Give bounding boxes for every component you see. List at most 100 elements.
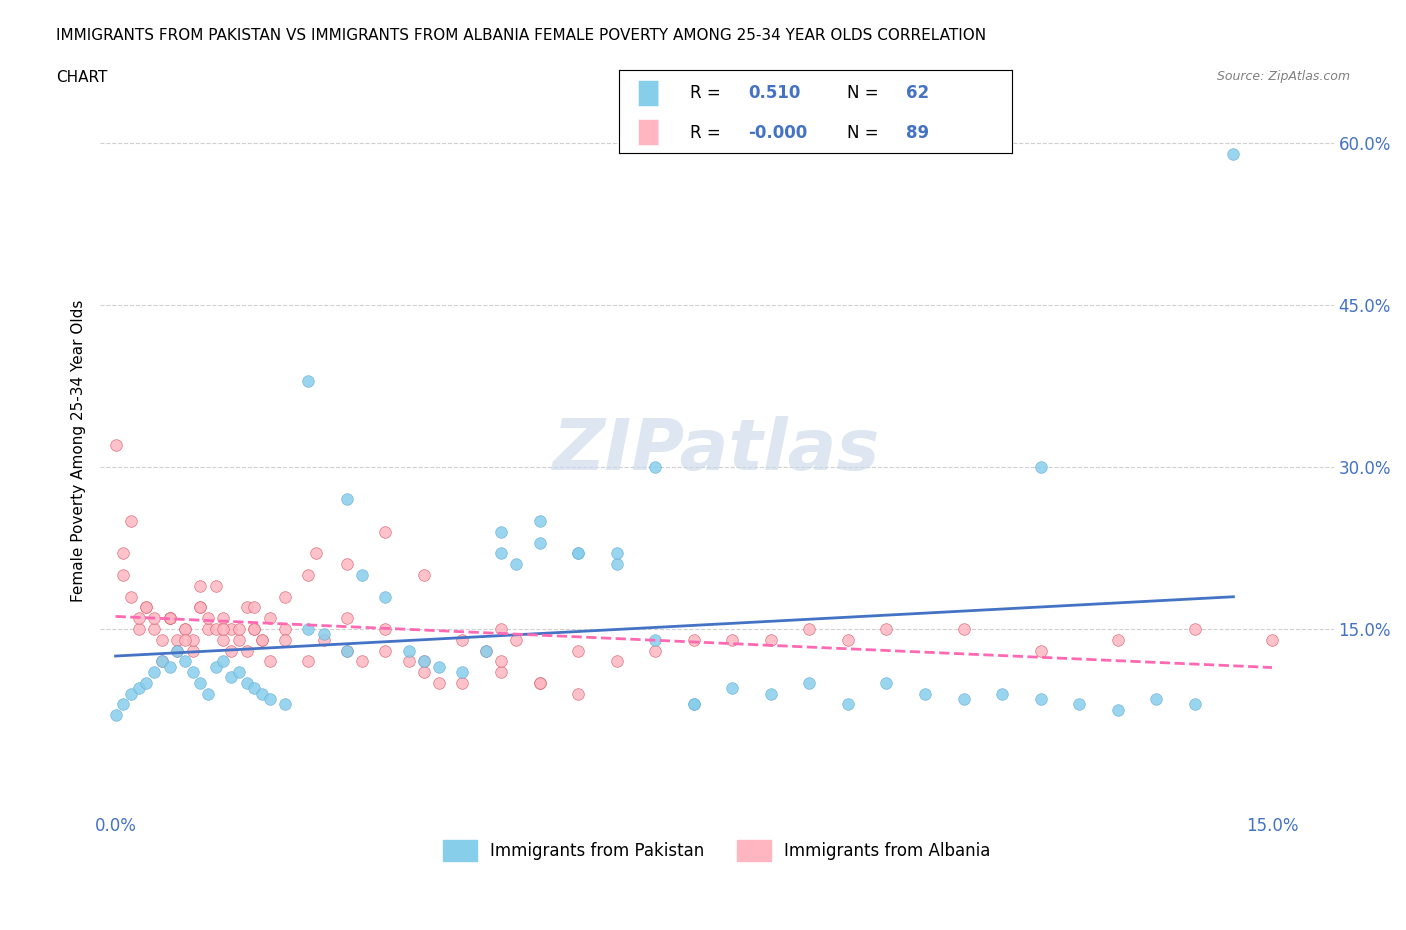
Point [312, 632, 335, 647]
Point [1261, 632, 1284, 647]
Point [166, 643, 188, 658]
Point [336, 611, 359, 626]
Point [174, 632, 197, 647]
Point [529, 675, 551, 690]
Point [914, 686, 936, 701]
Point [336, 557, 359, 572]
Point [336, 643, 359, 658]
Point [427, 659, 450, 674]
Point [759, 686, 782, 701]
Point [250, 632, 273, 647]
Point [474, 643, 496, 658]
Point [297, 373, 319, 388]
Point [120, 513, 142, 528]
Point [413, 665, 436, 680]
Point [219, 643, 242, 658]
Point [174, 621, 197, 636]
Point [243, 681, 266, 696]
Point [799, 621, 821, 636]
Point [181, 643, 204, 658]
Text: Source: ZipAtlas.com: Source: ZipAtlas.com [1216, 70, 1350, 83]
Point [188, 600, 211, 615]
Point [374, 643, 396, 658]
Point [174, 621, 197, 636]
Point [799, 675, 821, 690]
Point [204, 659, 226, 674]
Point [120, 589, 142, 604]
Point [1222, 147, 1244, 162]
Point [606, 654, 628, 669]
Point [297, 654, 319, 669]
Point [305, 546, 328, 561]
Point [204, 578, 226, 593]
Point [104, 438, 127, 453]
Point [567, 546, 589, 561]
Point [1029, 459, 1052, 474]
Point [1069, 698, 1091, 712]
Point [204, 621, 226, 636]
Text: ZIPatlas: ZIPatlas [553, 417, 880, 485]
Point [259, 654, 281, 669]
Point [413, 654, 436, 669]
Point [1107, 702, 1129, 717]
Point [374, 525, 396, 539]
Y-axis label: Female Poverty Among 25-34 Year Olds: Female Poverty Among 25-34 Year Olds [72, 299, 86, 602]
Point [682, 632, 704, 647]
Text: R =: R = [689, 124, 725, 141]
Point [135, 600, 157, 615]
Point [374, 621, 396, 636]
Point [398, 654, 420, 669]
Point [682, 698, 704, 712]
Point [1107, 632, 1129, 647]
Point [352, 654, 374, 669]
Point [374, 589, 396, 604]
Point [505, 632, 527, 647]
Point [1184, 621, 1206, 636]
Text: 62: 62 [905, 85, 929, 102]
Text: 0.510: 0.510 [748, 85, 801, 102]
Point [352, 567, 374, 582]
Point [188, 675, 211, 690]
Point [336, 492, 359, 507]
Point [159, 659, 181, 674]
Point [721, 632, 744, 647]
Point [1144, 692, 1167, 707]
Point [197, 611, 219, 626]
Point [128, 611, 150, 626]
Point [489, 654, 512, 669]
Point [188, 600, 211, 615]
Point [197, 621, 219, 636]
Point [644, 459, 666, 474]
Point [489, 546, 512, 561]
Point [529, 513, 551, 528]
Point [104, 708, 127, 723]
Text: █: █ [638, 120, 658, 145]
Point [451, 632, 474, 647]
Point [150, 654, 173, 669]
Point [274, 589, 297, 604]
Point [174, 654, 197, 669]
Point [235, 675, 257, 690]
Point [1029, 692, 1052, 707]
Point [297, 567, 319, 582]
Point [135, 600, 157, 615]
Point [952, 621, 974, 636]
Point [212, 621, 235, 636]
Point [197, 686, 219, 701]
Point [644, 632, 666, 647]
Point [128, 681, 150, 696]
Point [143, 665, 166, 680]
Point [952, 692, 974, 707]
Point [451, 675, 474, 690]
Point [567, 546, 589, 561]
Point [336, 643, 359, 658]
Point [1184, 698, 1206, 712]
Point [219, 670, 242, 684]
Point [159, 611, 181, 626]
Point [112, 698, 135, 712]
Point [606, 557, 628, 572]
Point [143, 611, 166, 626]
Point [250, 686, 273, 701]
Point [243, 621, 266, 636]
Point [606, 546, 628, 561]
